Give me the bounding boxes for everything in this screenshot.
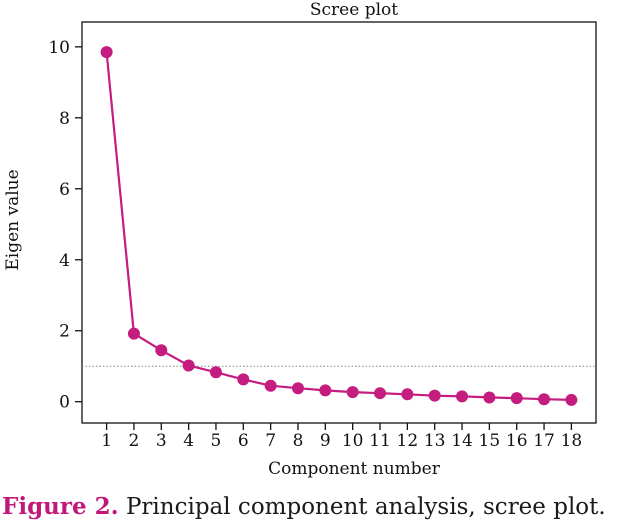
figure-caption: Figure 2. Principal component analysis, … — [2, 493, 606, 520]
series-points — [100, 46, 578, 406]
data-point — [456, 390, 469, 403]
data-point — [374, 387, 387, 400]
y-tick-label: 2 — [59, 322, 70, 342]
x-tick-label: 14 — [451, 431, 473, 451]
x-tick-label: 2 — [129, 431, 140, 451]
data-point — [538, 393, 551, 406]
series-line — [105, 52, 572, 401]
data-point — [565, 393, 578, 406]
y-tick-label: 6 — [59, 180, 70, 200]
y-tick-label: 10 — [48, 38, 70, 58]
data-point — [182, 359, 195, 372]
x-tick-label: 15 — [479, 431, 501, 451]
x-tick-label: 7 — [265, 431, 276, 451]
x-tick-label: 10 — [342, 431, 364, 451]
data-point — [483, 391, 496, 404]
x-tick-label: 8 — [293, 431, 304, 451]
data-point — [264, 379, 277, 392]
plot-frame — [81, 21, 597, 424]
caption-text: Principal component analysis, scree plot… — [125, 494, 606, 520]
scree-plot-chart: Scree plot Eigen value Component number … — [3, 0, 597, 479]
y-tick-label: 8 — [59, 109, 70, 129]
y-tick-label: 4 — [59, 251, 70, 271]
data-point — [291, 382, 304, 395]
x-tick-label: 9 — [320, 431, 331, 451]
data-point — [100, 46, 113, 59]
data-point — [510, 392, 523, 405]
x-tick-label: 17 — [533, 431, 555, 451]
chart-title: Scree plot — [310, 0, 398, 20]
x-tick-label: 11 — [369, 431, 391, 451]
x-tick-label: 12 — [397, 431, 419, 451]
y-tick-label: 0 — [59, 393, 70, 413]
data-point — [155, 344, 168, 357]
x-tick-label: 1 — [101, 431, 112, 451]
y-axis-ticks: 0 2 4 6 8 10 — [48, 38, 82, 413]
x-tick-label: 13 — [424, 431, 446, 451]
data-point — [401, 388, 414, 401]
data-point — [127, 327, 140, 340]
y-axis-label: Eigen value — [3, 169, 23, 270]
caption-label: Figure 2. — [2, 493, 119, 520]
x-tick-label: 5 — [211, 431, 222, 451]
x-tick-label: 6 — [238, 431, 249, 451]
data-point — [428, 389, 441, 402]
data-point — [209, 366, 222, 379]
x-tick-label: 18 — [561, 431, 583, 451]
data-point — [319, 384, 332, 397]
x-tick-label: 3 — [156, 431, 167, 451]
data-point — [237, 373, 250, 386]
x-tick-label: 16 — [506, 431, 528, 451]
data-point — [346, 386, 359, 399]
x-tick-label: 4 — [183, 431, 194, 451]
x-axis-label: Component number — [268, 459, 441, 479]
x-axis-ticks: 1 2 3 4 5 6 7 8 9 10 11 12 13 14 15 16 17 18 — [101, 423, 582, 451]
